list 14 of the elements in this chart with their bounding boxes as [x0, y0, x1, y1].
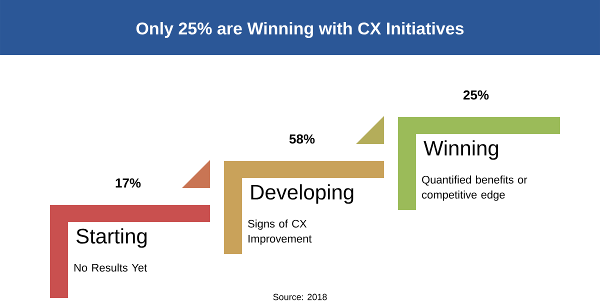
category-label: Starting: [76, 228, 147, 248]
data-label: 58: [289, 134, 304, 144]
data-label: 25: [463, 90, 478, 100]
text: %: [478, 90, 489, 100]
text: %: [304, 134, 315, 144]
category-label: Developing: [251, 184, 354, 204]
text: Quantified benefits or competitive edge: [422, 176, 528, 202]
text: Signs of CX Improvement: [248, 220, 312, 246]
text: No Results Yet: [74, 264, 148, 272]
category-label: Winning: [424, 140, 498, 160]
text: Only 25% are Winning with CX Initiatives: [136, 22, 464, 38]
source-note: Source: 2018: [273, 294, 327, 300]
text: %: [130, 178, 141, 188]
data-label: 17: [116, 178, 129, 188]
